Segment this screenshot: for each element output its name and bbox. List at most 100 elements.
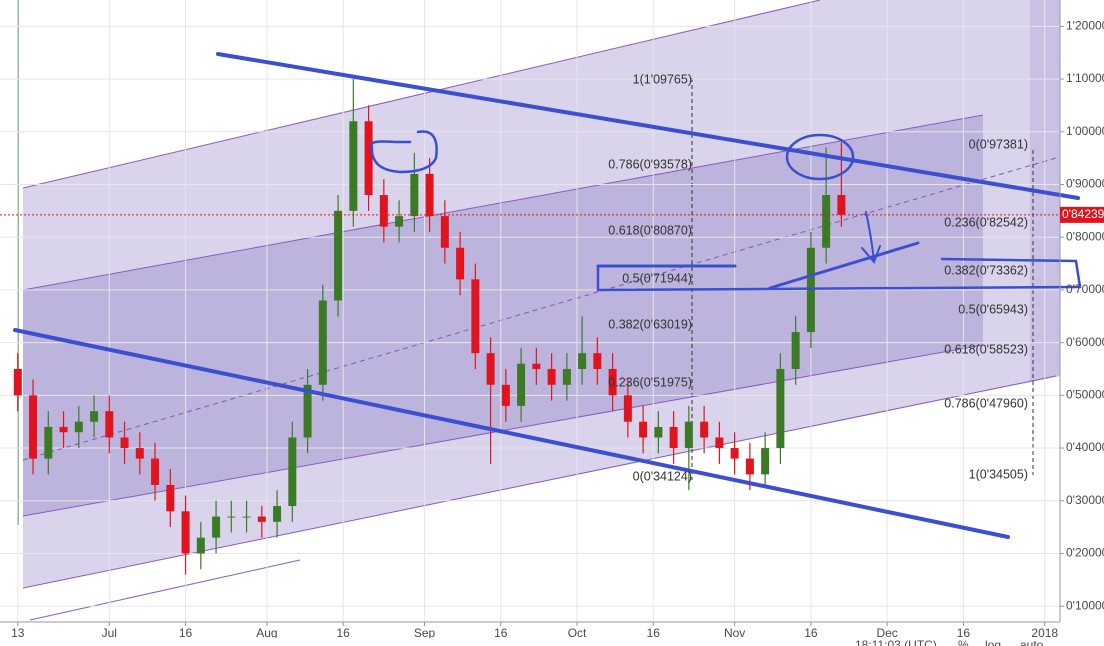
fib-label: 1(0'34505) [969,467,1028,481]
candle-body [456,247,465,280]
x-tick-label: 13 [11,626,25,640]
channel-outer [23,0,1060,588]
candle-body [654,426,663,438]
candle-body [715,437,724,449]
candle-body [761,448,770,475]
candle-body [486,353,495,385]
candle-body [501,384,510,406]
x-tick-label: 16 [957,626,971,640]
candle-body [59,426,68,433]
x-tick-label: 16 [647,626,661,640]
circle-mark [370,130,438,174]
candle-body [303,384,312,438]
candle-body [440,216,449,248]
toolbar [0,638,1104,646]
channel-inner [23,115,983,516]
circle-mark [785,133,855,181]
candle-body [90,411,99,422]
x-tick-label: 16 [804,626,818,640]
candle-body [273,506,282,522]
grid [0,0,1060,622]
candle-body [578,353,587,369]
candle-body [74,421,83,433]
user-drawings [13,52,1082,539]
fib-label: 0.618(0'58523) [944,342,1028,356]
x-tick-label: 16 [179,626,193,640]
y-tick-label: 1'00000 [1066,124,1104,138]
bracket [940,257,1082,289]
candle-body [425,173,434,217]
candle-body [776,368,785,449]
fib-label: 0.382(0'73362) [944,263,1028,277]
candle-body [745,458,754,475]
fib-label: 0.5(0'65943) [958,302,1028,316]
candle-body [135,448,144,459]
candle-body [700,421,709,438]
toolbar-item: auto [1020,638,1044,646]
x-tick-label: 16 [494,626,508,640]
candle-body [318,300,327,385]
candle-body [13,368,22,396]
toolbar-item: log [985,638,1001,646]
x-tick-label: Nov [724,626,745,640]
y-tick-label: 0'90000 [1066,177,1104,191]
candle-body [532,363,541,369]
toolbar-item: % [958,638,969,646]
trend-line [216,52,1080,200]
candle-body [151,458,160,485]
x-tick-label: Jul [102,626,117,640]
channel-line [22,0,821,189]
toolbar-item: 18:11:03 (UTC) [855,638,937,646]
candle-body [669,426,678,449]
candle-body [730,448,739,459]
bracket [596,264,1082,292]
x-tick-label: Aug [256,626,277,640]
trend-line [768,241,920,290]
plot [0,79,1060,575]
candle-body [395,216,404,227]
candle-body [364,121,373,196]
fib-label: 0(0'34124) [633,469,692,483]
candle-body [196,537,205,554]
fib-label: 0.786(0'93578) [608,157,692,171]
candle-body [837,195,846,215]
candle-body [379,195,388,227]
candle-body [334,210,343,301]
candle-body [791,332,800,369]
candle-body [288,437,297,507]
candle-body [517,363,526,406]
candle-body [623,395,632,422]
candle-body [547,368,556,385]
candle-body [410,173,419,217]
candle-body [349,121,358,211]
fib-label: 1(1'09765) [633,72,692,86]
fib-label: 0(0'97381) [969,137,1028,151]
candle-body [227,516,236,518]
candle-body [593,353,602,369]
candle-body [29,395,38,459]
channel-line [22,114,984,291]
channel-line [29,559,301,621]
candle-body [105,411,114,438]
channel-drawing [17,0,1060,621]
fib-label: 0.618(0'80870) [608,223,692,237]
price-tag-label: 0'84239 [1062,207,1104,221]
candle-body [684,421,693,449]
candle-body [166,484,175,512]
candle-body [608,368,617,396]
x-tick-label: 2018 [1031,626,1058,640]
candle-body [120,437,129,449]
candle-body [822,195,831,248]
candle-body [242,516,251,518]
candle-body [562,368,571,385]
fib-label: 0.5(0'71944) [622,271,692,285]
arrow [861,211,881,264]
